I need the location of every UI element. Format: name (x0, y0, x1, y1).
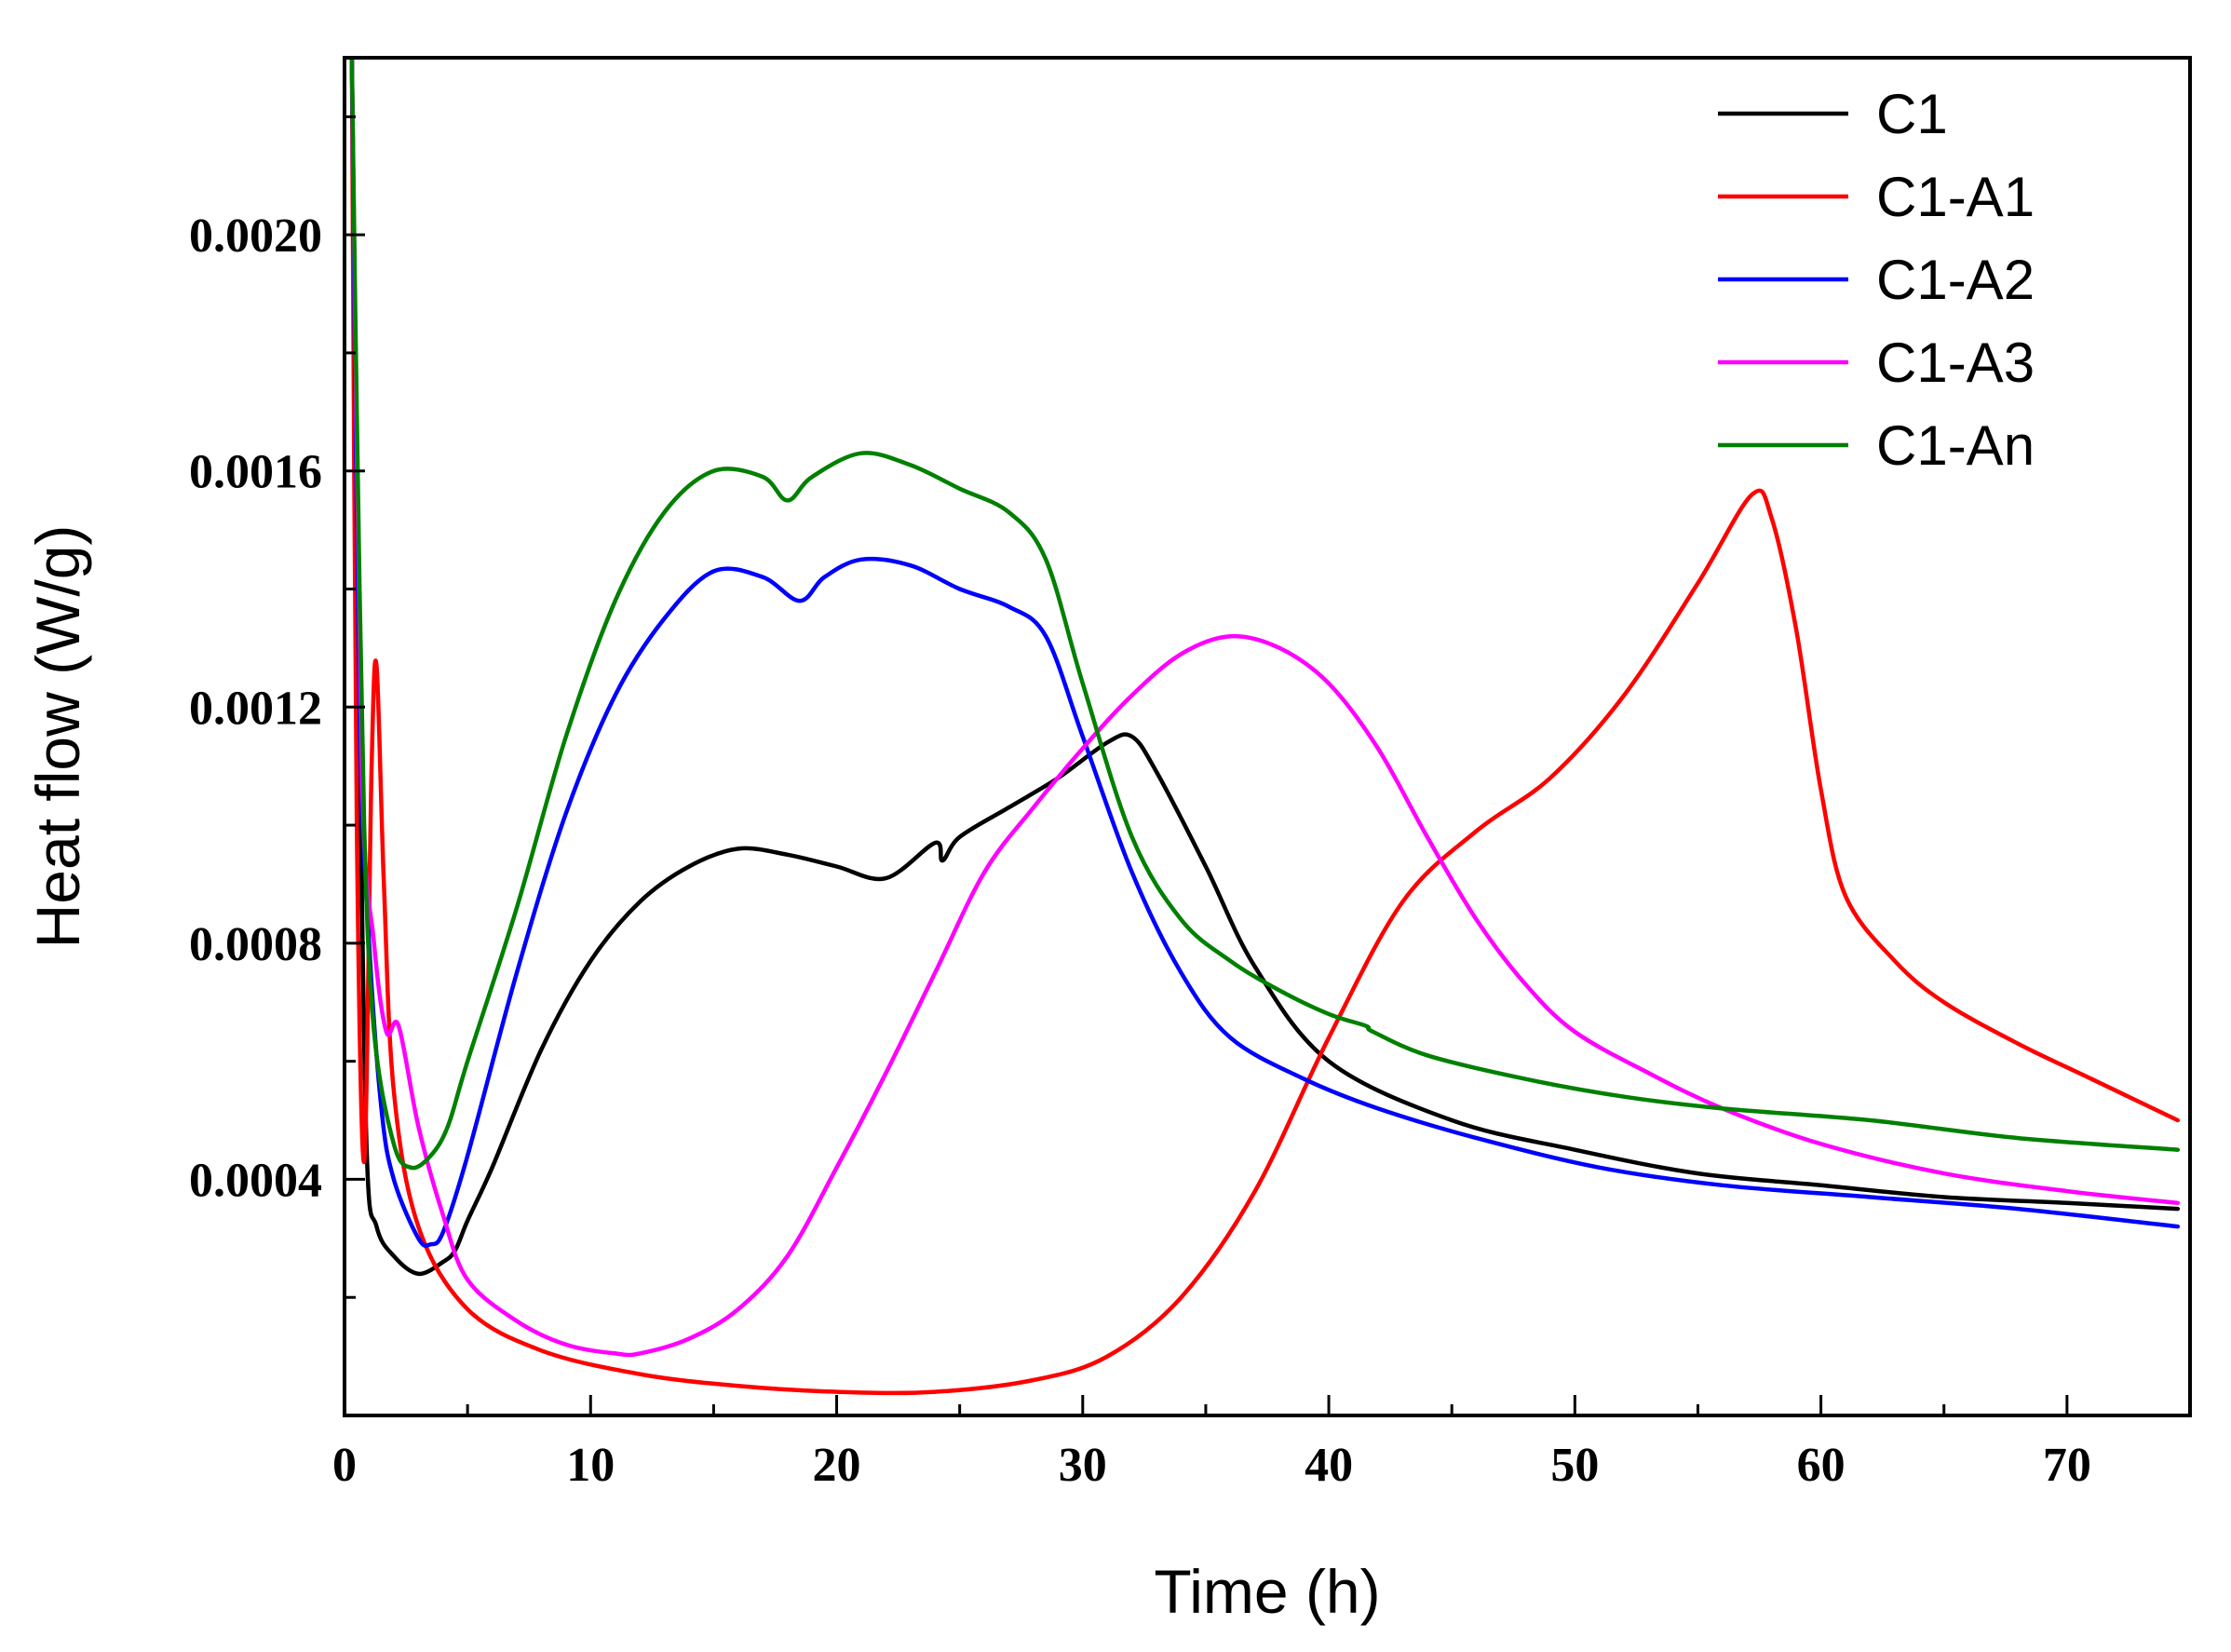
series-line-c1-an (349, 58, 2181, 1171)
legend-label-c1-a2: C1-A2 (1876, 249, 2035, 311)
y-tick-label: 0.0004 (189, 1154, 322, 1207)
legend-label-c1: C1 (1876, 83, 1948, 145)
y-tick-label: 0.0012 (189, 682, 322, 735)
series-line-c1 (349, 58, 2181, 1277)
x-tick-label: 0 (332, 1439, 357, 1492)
series-line-c1-a2 (349, 58, 2181, 1248)
series-line-c1-a1 (349, 58, 2181, 1396)
y-axis-title: Heat flow (W/g) (23, 525, 92, 949)
legend-label-c1-an: C1-An (1876, 414, 2035, 477)
legend-label-c1-a1: C1-A1 (1876, 166, 2035, 228)
legend: C1 C1-A1 C1-A2 C1-A3 C1-An (1718, 83, 2035, 477)
x-tick-label: 50 (1550, 1439, 1599, 1492)
y-tick-label: 0.0020 (189, 210, 322, 263)
y-tick-label: 0.0016 (189, 446, 322, 499)
plot-lines (349, 58, 2181, 1396)
plot-frame (343, 56, 2192, 1417)
y-axis-ticks: 0.0004 0.0008 0.0012 0.0016 0.0020 (189, 115, 365, 1299)
legend-label-c1-a3: C1-A3 (1876, 332, 2035, 394)
x-tick-label: 10 (566, 1439, 615, 1492)
x-tick-label: 20 (813, 1439, 861, 1492)
x-axis-ticks: 0 10 20 30 40 50 60 70 (332, 1395, 2091, 1492)
x-tick-label: 40 (1305, 1439, 1353, 1492)
y-tick-label: 0.0008 (189, 918, 322, 971)
series-line-c1-a3 (349, 58, 2181, 1358)
x-axis-title: Time (h) (1154, 1557, 1380, 1626)
x-tick-label: 70 (2043, 1439, 2091, 1492)
x-tick-label: 60 (1797, 1439, 1846, 1492)
x-tick-label: 30 (1059, 1439, 1107, 1492)
